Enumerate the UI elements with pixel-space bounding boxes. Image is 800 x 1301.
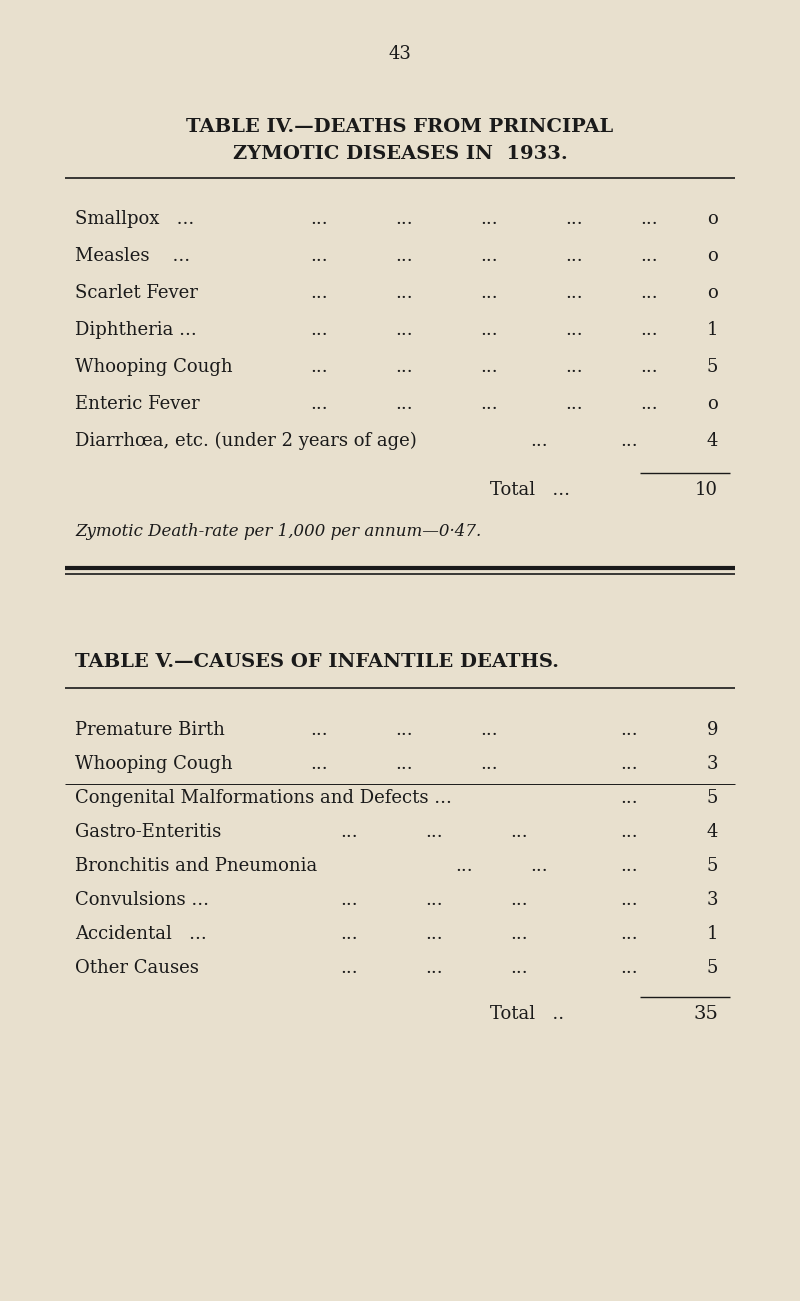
Text: ...: ... [395, 396, 413, 412]
Text: Whooping Cough: Whooping Cough [75, 755, 233, 773]
Text: ...: ... [395, 247, 413, 265]
Text: ...: ... [395, 358, 413, 376]
Text: ...: ... [620, 788, 638, 807]
Text: 10: 10 [695, 481, 718, 500]
Text: ...: ... [640, 209, 658, 228]
Text: ...: ... [565, 284, 582, 302]
Text: o: o [707, 396, 718, 412]
Text: ...: ... [640, 396, 658, 412]
Text: Congenital Malformations and Defects ...: Congenital Malformations and Defects ... [75, 788, 452, 807]
Text: ...: ... [425, 891, 442, 909]
Text: ...: ... [510, 824, 528, 840]
Text: Other Causes: Other Causes [75, 959, 199, 977]
Text: ...: ... [425, 959, 442, 977]
Text: Enteric Fever: Enteric Fever [75, 396, 200, 412]
Text: ...: ... [530, 432, 548, 450]
Text: 5: 5 [706, 788, 718, 807]
Text: Smallpox   ...: Smallpox ... [75, 209, 194, 228]
Text: ...: ... [510, 891, 528, 909]
Text: ...: ... [340, 824, 358, 840]
Text: ...: ... [620, 721, 638, 739]
Text: ...: ... [530, 857, 548, 876]
Text: 43: 43 [389, 46, 411, 62]
Text: ...: ... [425, 925, 442, 943]
Text: ...: ... [310, 396, 328, 412]
Text: ...: ... [310, 755, 328, 773]
Text: Premature Birth: Premature Birth [75, 721, 225, 739]
Text: ...: ... [620, 857, 638, 876]
Text: ...: ... [395, 755, 413, 773]
Text: ...: ... [395, 209, 413, 228]
Text: TABLE IV.—DEATHS FROM PRINCIPAL: TABLE IV.—DEATHS FROM PRINCIPAL [186, 118, 614, 137]
Text: Convulsions ...: Convulsions ... [75, 891, 209, 909]
Text: ...: ... [480, 284, 498, 302]
Text: ...: ... [510, 959, 528, 977]
Text: ...: ... [395, 321, 413, 340]
Text: 5: 5 [706, 959, 718, 977]
Text: 9: 9 [706, 721, 718, 739]
Text: Zymotic Death-rate per 1,000 per annum—0·47.: Zymotic Death-rate per 1,000 per annum—0… [75, 523, 482, 540]
Text: ...: ... [395, 721, 413, 739]
Text: ...: ... [620, 925, 638, 943]
Text: o: o [707, 247, 718, 265]
Text: ...: ... [455, 857, 473, 876]
Text: ...: ... [310, 358, 328, 376]
Text: o: o [707, 284, 718, 302]
Text: TABLE V.—CAUSES OF INFANTILE DEATHS.: TABLE V.—CAUSES OF INFANTILE DEATHS. [75, 653, 559, 671]
Text: ...: ... [620, 959, 638, 977]
Text: o: o [707, 209, 718, 228]
Text: ...: ... [395, 284, 413, 302]
Text: 3: 3 [706, 891, 718, 909]
Text: ...: ... [620, 755, 638, 773]
Text: ...: ... [310, 209, 328, 228]
Text: 3: 3 [706, 755, 718, 773]
Text: ...: ... [480, 396, 498, 412]
Text: ...: ... [565, 209, 582, 228]
Text: ...: ... [480, 321, 498, 340]
Text: ZYMOTIC DISEASES IN  1933.: ZYMOTIC DISEASES IN 1933. [233, 144, 567, 163]
Text: 35: 35 [693, 1004, 718, 1023]
Text: ...: ... [640, 284, 658, 302]
Text: 4: 4 [706, 824, 718, 840]
Text: Total   ...: Total ... [490, 481, 570, 500]
Text: ...: ... [480, 721, 498, 739]
Text: ...: ... [310, 284, 328, 302]
Text: ...: ... [510, 925, 528, 943]
Text: 1: 1 [706, 925, 718, 943]
Text: ...: ... [480, 209, 498, 228]
Text: ...: ... [565, 396, 582, 412]
Text: ...: ... [620, 432, 638, 450]
Text: ...: ... [340, 959, 358, 977]
Text: ...: ... [310, 321, 328, 340]
Text: ...: ... [340, 925, 358, 943]
Text: ...: ... [480, 247, 498, 265]
Text: 5: 5 [706, 857, 718, 876]
Text: ...: ... [620, 891, 638, 909]
Text: Total   ..: Total .. [490, 1004, 564, 1023]
Text: Gastro-Enteritis: Gastro-Enteritis [75, 824, 222, 840]
Text: ...: ... [640, 358, 658, 376]
Text: ...: ... [480, 755, 498, 773]
Text: ...: ... [565, 247, 582, 265]
Text: 1: 1 [706, 321, 718, 340]
Text: ...: ... [425, 824, 442, 840]
Text: 5: 5 [706, 358, 718, 376]
Text: ...: ... [310, 247, 328, 265]
Text: ...: ... [620, 824, 638, 840]
Text: ...: ... [640, 321, 658, 340]
Text: Whooping Cough: Whooping Cough [75, 358, 233, 376]
Text: ...: ... [640, 247, 658, 265]
Text: Measles    ...: Measles ... [75, 247, 190, 265]
Text: 4: 4 [706, 432, 718, 450]
Text: ...: ... [565, 358, 582, 376]
Text: ...: ... [340, 891, 358, 909]
Text: ...: ... [310, 721, 328, 739]
Text: ...: ... [480, 358, 498, 376]
Text: Accidental   ...: Accidental ... [75, 925, 206, 943]
Text: ...: ... [565, 321, 582, 340]
Text: Scarlet Fever: Scarlet Fever [75, 284, 198, 302]
Text: Bronchitis and Pneumonia: Bronchitis and Pneumonia [75, 857, 318, 876]
Text: Diphtheria ...: Diphtheria ... [75, 321, 197, 340]
Text: Diarrhœa, etc. (under 2 years of age): Diarrhœa, etc. (under 2 years of age) [75, 432, 417, 450]
